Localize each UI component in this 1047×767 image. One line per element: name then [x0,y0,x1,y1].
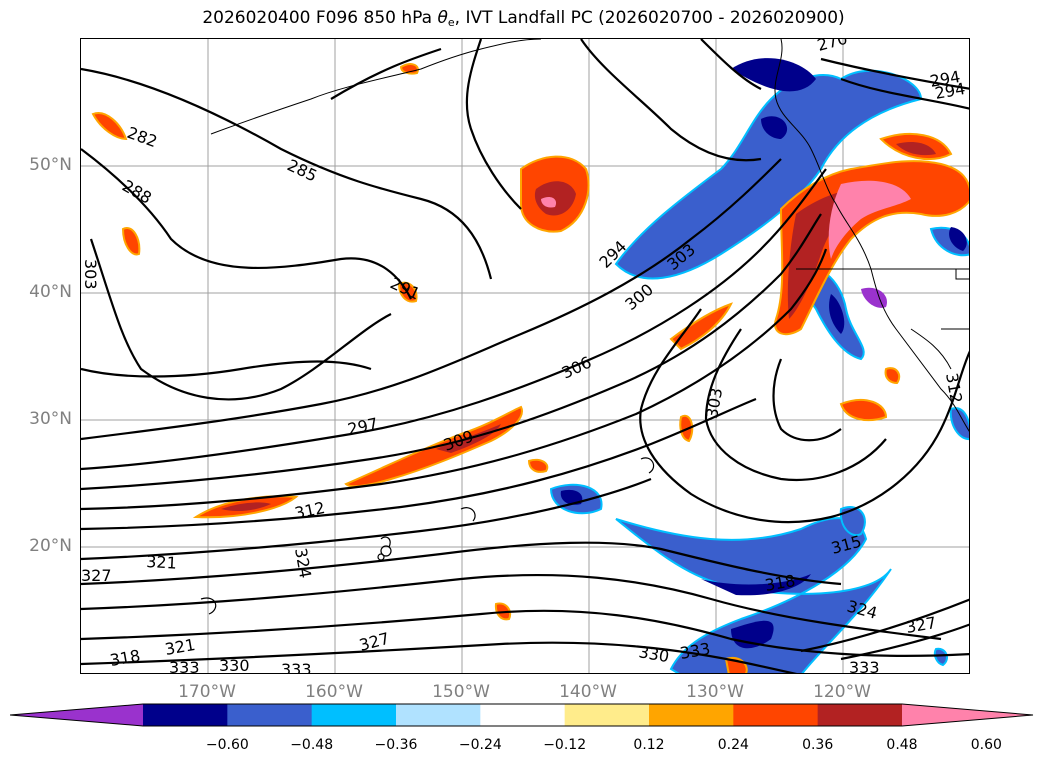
negative-ivt-band-north [614,69,923,280]
contour-label: 303 [81,259,100,290]
lat-label-40n: 40°N [29,282,72,302]
colorbar-extend-min [10,704,143,726]
colorbar-segment [564,704,650,726]
contour-label: 300 [621,280,657,314]
colorbar-tick-label: 0.12 [633,737,665,753]
colorbar-segment [817,704,903,726]
contour-label: 333 [849,658,880,674]
colorbar-segment [480,704,566,726]
contour-label: 327 [81,566,112,585]
colorbar-segment [311,704,397,726]
colorbar [10,703,1034,727]
colorbar-tick-label: 0.60 [970,737,1002,753]
contour-label: 270 [815,39,849,55]
colorbar-tick-label: −0.60 [205,737,249,753]
colorbar-tick-label: −0.36 [374,737,418,753]
contour-label: 297 [346,414,380,439]
contour-label: 324 [291,546,315,579]
colorbar-tick-label: 0.36 [802,737,834,753]
contour-label: 330 [637,642,670,666]
colorbar-segment [143,704,228,726]
colorbar-segment [227,704,313,726]
lon-label-170w: 170°W [178,682,236,702]
contour-label: 285 [284,155,320,185]
colorbar-extend-max [902,704,1033,726]
contour-label: 282 [125,123,160,151]
contour-label: 321 [163,635,196,659]
map-title: 2026020400 F096 850 hPa θe, IVT Landfall… [202,8,845,29]
theta-e-contours [81,39,969,673]
contour-label: 312 [293,498,327,523]
coastlines [210,39,969,432]
contour-label: 288 [119,176,155,208]
colorbar-tick-label: 0.48 [886,737,918,753]
lat-label-30n: 30°N [29,409,72,429]
lon-label-130w: 130°W [686,682,744,702]
contour-label: 294 [933,79,966,103]
colorbar-segment [649,704,734,726]
colorbar-tick-label: 0.24 [717,737,749,753]
lon-label-150w: 150°W [432,682,490,702]
contour-label: 312 [942,371,966,404]
colorbar-segment [396,704,481,726]
lon-label-140w: 140°W [559,682,617,702]
lat-label-50n: 50°N [29,155,72,175]
lon-label-120w: 120°W [813,682,871,702]
colorbar-tick-label: −0.24 [458,737,502,753]
contour-label: 333 [169,658,200,674]
contour-label: 330 [219,656,250,674]
contour-label: 333 [281,660,312,674]
ivt-shading [91,58,969,673]
contour-label: 321 [146,552,177,573]
colorbar-tick-label: −0.12 [543,737,587,753]
colorbar-segment [733,704,819,726]
colorbar-tick-label: −0.48 [290,737,334,753]
contour-label: 327 [904,613,937,637]
lat-label-20n: 20°N [29,536,72,556]
map-panel: 270 282 285 288 291 294 294 294 297 300 … [80,38,970,674]
contour-label: 318 [108,646,141,670]
contour-label: 303 [702,386,726,419]
lon-label-160w: 160°W [305,682,363,702]
